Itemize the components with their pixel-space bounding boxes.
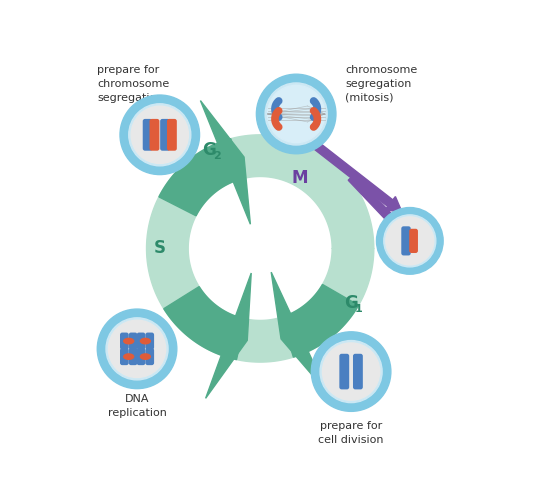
Ellipse shape: [123, 353, 134, 360]
Circle shape: [129, 104, 191, 166]
FancyBboxPatch shape: [409, 229, 418, 253]
Polygon shape: [206, 273, 251, 399]
Circle shape: [376, 208, 443, 274]
FancyBboxPatch shape: [120, 348, 129, 365]
Polygon shape: [281, 284, 359, 357]
Text: DNA
replication: DNA replication: [108, 394, 167, 418]
Circle shape: [386, 217, 434, 265]
Circle shape: [268, 85, 325, 143]
Circle shape: [256, 74, 336, 154]
FancyBboxPatch shape: [129, 348, 137, 365]
Polygon shape: [200, 100, 251, 224]
Polygon shape: [159, 139, 242, 216]
Text: S: S: [154, 240, 166, 257]
FancyBboxPatch shape: [401, 226, 411, 255]
Polygon shape: [146, 135, 374, 362]
Circle shape: [322, 343, 380, 400]
Text: G: G: [344, 294, 358, 312]
Circle shape: [106, 318, 168, 380]
Polygon shape: [313, 142, 402, 213]
Polygon shape: [271, 272, 327, 393]
FancyBboxPatch shape: [145, 333, 154, 350]
Ellipse shape: [123, 338, 134, 344]
Text: prepare for
chromosome
segregation: prepare for chromosome segregation: [97, 65, 169, 103]
Ellipse shape: [140, 353, 151, 360]
Circle shape: [320, 340, 382, 402]
Circle shape: [311, 332, 391, 411]
Circle shape: [120, 95, 200, 175]
FancyBboxPatch shape: [167, 119, 177, 151]
FancyBboxPatch shape: [137, 348, 145, 365]
Text: 2: 2: [213, 151, 220, 161]
Polygon shape: [348, 175, 408, 237]
FancyBboxPatch shape: [143, 119, 152, 151]
Circle shape: [384, 215, 436, 267]
Circle shape: [97, 309, 177, 389]
Circle shape: [108, 320, 166, 377]
Text: 1: 1: [355, 304, 363, 314]
Text: G: G: [202, 141, 216, 159]
FancyBboxPatch shape: [145, 348, 154, 365]
FancyBboxPatch shape: [129, 333, 137, 350]
FancyBboxPatch shape: [120, 333, 129, 350]
Text: M: M: [291, 169, 308, 187]
Text: chromosome
segregation
(mitosis): chromosome segregation (mitosis): [346, 65, 418, 103]
FancyBboxPatch shape: [353, 354, 363, 389]
Text: prepare for
cell division: prepare for cell division: [319, 421, 384, 445]
FancyBboxPatch shape: [339, 354, 349, 389]
FancyBboxPatch shape: [160, 119, 170, 151]
Ellipse shape: [140, 338, 151, 344]
FancyBboxPatch shape: [150, 119, 160, 151]
Circle shape: [265, 83, 327, 145]
Polygon shape: [164, 287, 245, 360]
FancyBboxPatch shape: [137, 333, 145, 350]
Circle shape: [131, 106, 188, 163]
